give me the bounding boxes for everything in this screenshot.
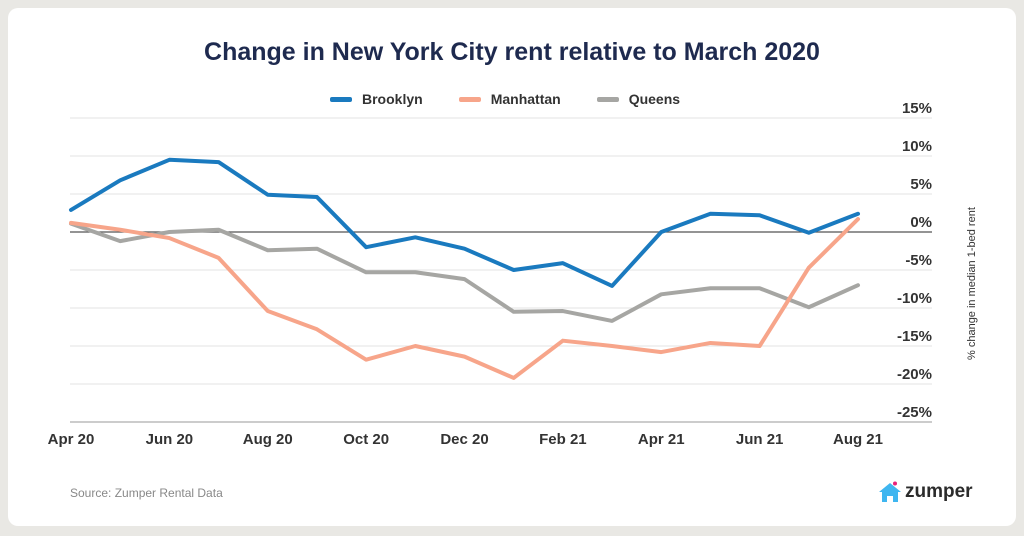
x-tick-label: Aug 21 bbox=[833, 431, 883, 448]
y-tick-label: 0% bbox=[910, 214, 932, 231]
x-tick-label: Dec 20 bbox=[440, 431, 488, 448]
series-line-brooklyn bbox=[69, 157, 860, 288]
legend-item-brooklyn: Brooklyn bbox=[330, 91, 423, 107]
y-tick-label: -20% bbox=[897, 366, 932, 383]
legend: Brooklyn Manhattan Queens bbox=[330, 91, 680, 107]
x-tick-label: Aug 20 bbox=[243, 431, 293, 448]
x-tick-label: Jun 20 bbox=[146, 431, 194, 448]
y-tick-label: -25% bbox=[897, 404, 932, 421]
zumper-logo: zumper bbox=[878, 481, 973, 503]
y-tick-label: -5% bbox=[905, 252, 932, 269]
y-tick-label: 5% bbox=[910, 176, 932, 193]
logo-text: zumper bbox=[905, 481, 973, 502]
legend-label: Brooklyn bbox=[362, 91, 423, 107]
chart-title: Change in New York City rent relative to… bbox=[204, 38, 820, 66]
y-tick-label: 15% bbox=[902, 100, 932, 117]
legend-swatch bbox=[596, 96, 619, 102]
series-line-queens bbox=[69, 221, 860, 323]
x-tick-label: Feb 21 bbox=[539, 431, 587, 448]
legend-item-queens: Queens bbox=[596, 91, 681, 107]
x-tick-label: Jun 21 bbox=[736, 431, 784, 448]
x-tick-label: Apr 21 bbox=[638, 431, 685, 448]
legend-swatch bbox=[458, 96, 481, 102]
x-tick-label: Oct 20 bbox=[343, 431, 389, 448]
chart-card bbox=[8, 8, 1016, 526]
y-tick-label: 10% bbox=[902, 138, 932, 155]
y-tick-label: -15% bbox=[897, 328, 932, 345]
house-icon bbox=[879, 481, 901, 502]
x-tick-label: Apr 20 bbox=[48, 431, 95, 448]
legend-item-manhattan: Manhattan bbox=[458, 91, 561, 107]
y-tick-label: -10% bbox=[897, 290, 932, 307]
source-note: Source: Zumper Rental Data bbox=[70, 486, 223, 500]
legend-label: Queens bbox=[628, 91, 681, 107]
series-line-manhattan bbox=[69, 217, 860, 380]
y-axis-label: % change in median 1-bed rent bbox=[966, 207, 978, 360]
legend-label: Manhattan bbox=[490, 91, 561, 107]
legend-swatch bbox=[330, 96, 352, 102]
